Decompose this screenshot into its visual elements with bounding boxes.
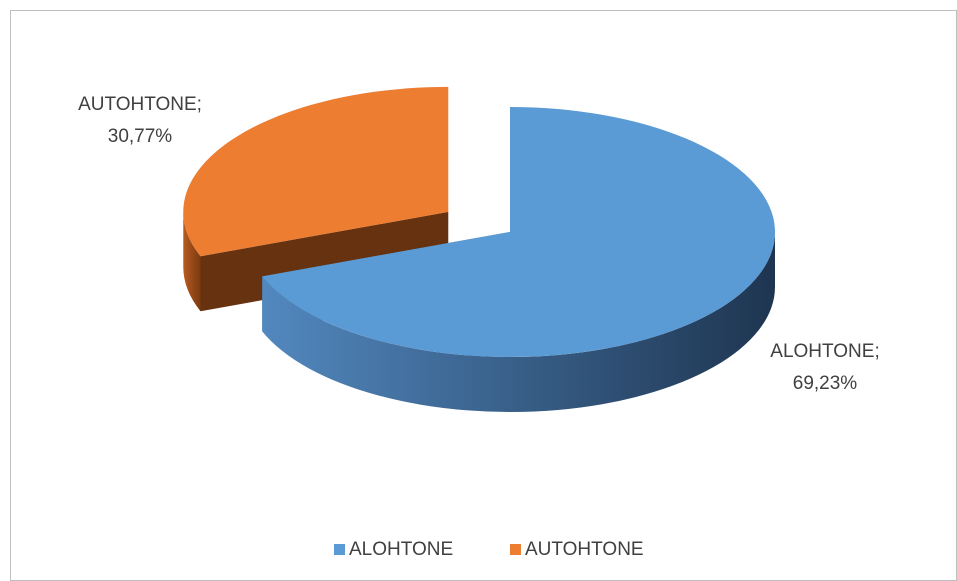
legend-swatch [334, 544, 345, 555]
slice [183, 86, 449, 257]
slice [262, 107, 776, 357]
data-label-line: 69,23% [793, 373, 858, 394]
data-label: AUTOHTONE; 30,77% [78, 94, 202, 147]
data-label-line: ALOHTONE; [770, 341, 879, 362]
legend-label: AUTOHTONE [525, 539, 644, 560]
legend-swatch [510, 544, 521, 555]
data-label-line: AUTOHTONE; [78, 94, 202, 115]
legend-label: ALOHTONE [349, 539, 453, 560]
slice-side [262, 232, 776, 412]
data-label: ALOHTONE; 69,23% [770, 341, 879, 394]
data-label-line: 30,77% [108, 126, 173, 147]
slice-side [183, 211, 201, 312]
